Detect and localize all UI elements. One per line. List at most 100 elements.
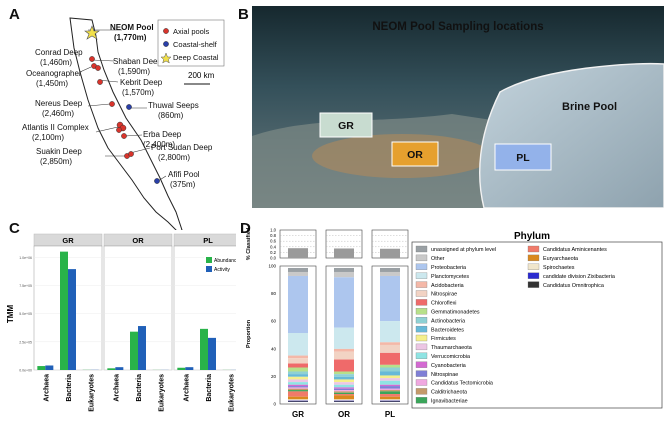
- c-category-label: Bacteria: [66, 374, 73, 402]
- c-category-label: Archaea: [183, 374, 190, 402]
- d-segment-candidatus-aminicenantes: [380, 394, 400, 397]
- pl-box: [494, 143, 552, 171]
- panel-b-label: B: [238, 6, 249, 23]
- d-segment-nitrospirae: [288, 358, 308, 364]
- d-segment-firmicutes: [380, 375, 400, 379]
- erba-marker: [121, 133, 127, 139]
- d-bottom-tick: 60: [271, 319, 277, 324]
- photo-title: NEOM Pool Sampling locations: [372, 21, 543, 33]
- legend-coastal-icon: [163, 41, 169, 47]
- d-legend-label: Candidatus Omnitrophica: [543, 283, 604, 289]
- d-segment-acidobacteria: [334, 348, 354, 352]
- d-segment-thaumarchaeota: [288, 379, 308, 383]
- nereus-name: Nereus Deep: [35, 99, 83, 108]
- c-category-label: Eukaryotes: [159, 374, 166, 412]
- d-segment-unassigned-at-phylum-level: [380, 268, 400, 272]
- c-category-label: Archaea: [43, 374, 50, 402]
- d-bottom-tick: 40: [271, 346, 277, 351]
- c-ytick-label: 5.0e+05: [19, 312, 32, 316]
- d-legend-swatch: [415, 343, 428, 351]
- d-segment-firmicutes: [334, 379, 354, 383]
- c-category-label: Archaea: [113, 374, 120, 402]
- d-legend-label: unassigned at phylum level: [431, 247, 496, 253]
- d-segment-candidatus-tectomicrobia: [334, 390, 354, 392]
- atlantis-marker-3: [116, 127, 122, 133]
- d-segment-candidatus-omnitrophica: [334, 401, 354, 402]
- scale-bar-label: 200 km: [188, 71, 215, 80]
- thuwal-depth: (860m): [158, 111, 184, 120]
- erba-depth: (2,400m): [143, 140, 175, 149]
- d-legend-label: Acidobacteria: [431, 283, 464, 289]
- d-segment-spirochaetes: [288, 399, 308, 401]
- suakin-name: Suakin Deep: [36, 147, 82, 156]
- d-segment-ignavibacteriae: [288, 390, 308, 392]
- d-segment-candidatus-tectomicrobia: [380, 388, 400, 391]
- d-segment-euryarchaeota: [288, 396, 308, 400]
- port-sudan-name: Port Sudan Deep: [151, 143, 213, 152]
- d-legend-swatch: [415, 254, 428, 262]
- phylum-stacked-chart: % Classified 0.00.20.40.60.81.0 Proportion…: [246, 228, 409, 419]
- d-legend-label: Cyanobacteria: [431, 363, 466, 369]
- d-segment-cyanobacteria: [288, 384, 308, 387]
- d-legend-label: Planctomycetes: [431, 274, 469, 280]
- oceanographer-marker: [95, 65, 101, 71]
- afifi-depth: (375m): [170, 180, 196, 189]
- d-top-tick: 0.2: [270, 250, 276, 255]
- d-legend-swatch: [527, 254, 540, 262]
- d-legend-swatch: [415, 370, 428, 377]
- d-top-tick: 0.0: [270, 256, 276, 261]
- d-legend-label: Chloroflexi: [431, 301, 456, 307]
- c-bar-activity: [138, 326, 146, 370]
- d-segment-acidobacteria: [380, 342, 400, 345]
- port-sudan-depth: (2,800m): [158, 153, 190, 162]
- d-legend-swatch: [415, 352, 428, 359]
- or-box: [391, 141, 439, 167]
- d-legend-label: Thaumarchaeota: [431, 345, 472, 351]
- or-box-label: OR: [407, 149, 423, 161]
- d-segment-acidobacteria: [288, 355, 308, 359]
- d-segment-gemmatimonadetes: [334, 371, 354, 375]
- d-segment-candidatus-omnitrophica: [380, 401, 400, 402]
- d-top-bar: [288, 248, 308, 258]
- pl-box-label: PL: [516, 152, 530, 164]
- shaban-depth: (1,590m): [118, 67, 150, 76]
- conrad-marker: [89, 56, 95, 62]
- c-legend-label: Abundance: [214, 258, 236, 264]
- d-segment-planctomycetes: [288, 333, 308, 356]
- red-sea-outline: [69, 17, 183, 230]
- d-legend-swatch: [415, 299, 428, 306]
- d-segment-gemmatimonadetes: [288, 367, 308, 372]
- port-sudan-marker: [128, 151, 134, 157]
- d-top-tick: 1.0: [270, 228, 276, 233]
- d-segment-ignavibacteriae: [380, 391, 400, 395]
- thuwal-marker: [126, 104, 132, 110]
- d-legend-swatch: [415, 334, 428, 342]
- d-segment-bacteroidetes: [288, 374, 308, 377]
- d-segment-proteobacteria: [288, 275, 308, 334]
- afifi-name: Afifi Pool: [168, 170, 200, 179]
- c-bar-abundance: [37, 366, 46, 370]
- d-legend-swatch: [415, 290, 428, 297]
- c-bar-abundance: [130, 331, 138, 370]
- d-segment-candidatus-aminicenantes: [334, 394, 354, 396]
- d-legend-label: Calditrichaeota: [431, 390, 467, 396]
- d-legend-label: Candidatus Tectomicrobia: [431, 381, 493, 387]
- c-legend-label: Activity: [214, 267, 230, 273]
- c-bar-activity: [115, 367, 124, 370]
- d-legend-swatch: [415, 397, 428, 404]
- d-top-bar: [334, 248, 354, 258]
- d-segment-candidatus-omnitrophica: [288, 401, 308, 402]
- legend-axial-label: Axial pools: [173, 27, 210, 36]
- c-bar-abundance: [107, 368, 116, 370]
- d-segment-other: [334, 271, 354, 278]
- d-legend-swatch: [415, 361, 428, 368]
- gr-box: [319, 112, 373, 138]
- c-category-label: Eukaryotes: [89, 374, 96, 412]
- erba-name: Erba Deep: [143, 130, 182, 139]
- d-legend-label: candidate division Zixibacteria: [543, 274, 615, 280]
- d-top-ylabel: % Classified: [246, 228, 252, 260]
- c-bar-activity: [208, 337, 216, 370]
- legend-deep-coastal-icon: [160, 52, 172, 64]
- d-segment-actinobacteria: [288, 371, 308, 375]
- d-segment-cyanobacteria: [380, 384, 400, 387]
